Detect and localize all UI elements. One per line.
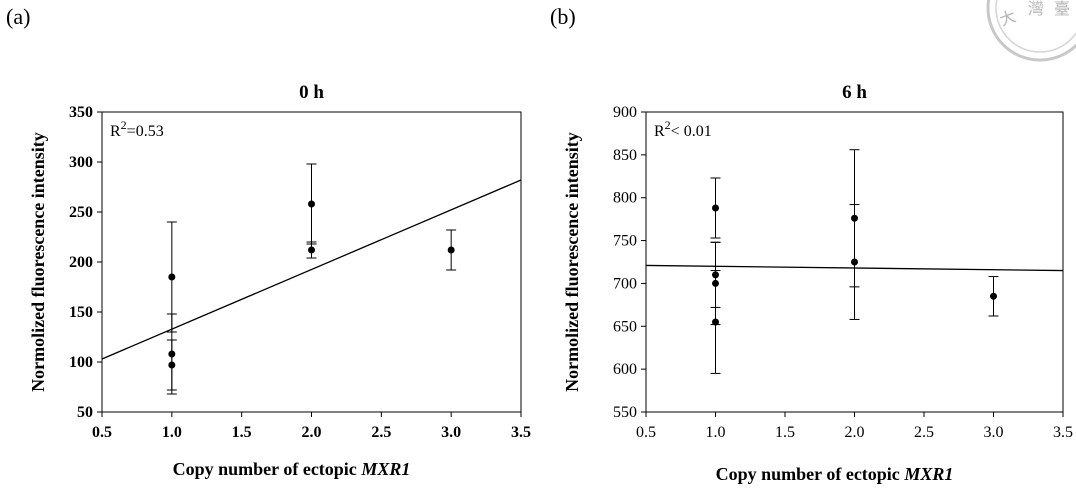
r-squared-sup: 2 [121,118,127,132]
x-tick-label: 3.5 [511,424,531,441]
r-squared-annotation: R2< 0.01 [654,118,712,140]
x-tick-label: 3.5 [1053,424,1073,441]
x-axis-label: Copy number of ectopic MXR1 [716,464,954,484]
data-point [308,246,315,254]
y-tick-label: 850 [613,147,637,164]
data-point [851,214,858,222]
x-axis-label-text: Copy number of ectopic [716,464,905,484]
x-tick-label: 2.0 [302,424,322,441]
x-tick-label: 0.5 [92,424,112,441]
data-point [851,258,858,266]
r-squared-annotation: R2=0.53 [110,118,164,140]
x-axis-label-italic: MXR1 [903,464,953,484]
y-tick-label: 700 [613,275,637,292]
data-point [447,246,455,254]
chart-title: 0 h [299,82,324,103]
x-tick-label: 3.0 [984,424,1004,441]
y-tick-label: 750 [613,233,637,250]
y-tick-label: 550 [613,404,637,421]
y-axis-label: Normolized fluorescence intensity [562,132,582,392]
y-tick-label: 600 [613,361,637,378]
x-axis-label-text: Copy number of ectopic [173,459,362,479]
data-point [168,350,176,358]
r-squared-value: < 0.01 [671,123,712,140]
y-tick-label: 250 [69,204,93,221]
y-tick-label: 200 [69,254,93,271]
x-tick-label: 1.5 [232,424,252,441]
x-tick-label: 2.0 [845,424,865,441]
svg-text:臺: 臺 [1054,0,1070,18]
y-axis-label: Normolized fluorescence intensity [28,132,48,392]
seal-watermark: 大 灣 臺 [986,0,1076,62]
r-squared-base: R [654,123,665,140]
y-tick-label: 350 [69,104,93,121]
x-axis-label-italic: MXR1 [360,459,410,479]
x-tick-label: 1.0 [706,424,726,441]
x-tick-label: 1.0 [162,424,182,441]
r-squared-base: R [110,123,121,140]
chart-b: 6 h 550 600 650 700 750 800 850 900 0.5 1.0 1.5 2.0 2… [562,82,1073,484]
y-tick-label: 50 [77,404,93,421]
plot-area-border [101,111,522,413]
y-tick-label: 800 [613,190,637,207]
panel-label-b: (b) [550,4,576,29]
y-tick-label: 150 [69,304,93,321]
x-tick-label: 3.0 [441,424,461,441]
x-tick-label: 2.5 [914,424,934,441]
chart-a: 0 h 50 100 150 200 250 300 350 0.5 1.0 1.5 2.0 2.5 3.… [28,82,531,479]
r-squared-value: =0.53 [127,123,164,140]
svg-text:灣: 灣 [1028,0,1044,18]
data-point [990,292,997,300]
data-point [712,279,719,287]
y-tick-label: 300 [69,154,93,171]
data-point [712,318,719,326]
svg-text:大: 大 [997,6,1019,29]
y-tick-label: 100 [69,354,93,371]
r-squared-sup: 2 [665,118,671,132]
y-tick-label: 900 [613,104,637,121]
y-tick-label: 650 [613,318,637,335]
x-axis-label: Copy number of ectopic MXR1 [173,459,411,479]
data-point [712,271,719,279]
chart-title: 6 h [842,82,867,103]
data-point [168,273,176,281]
panel-label-a: (a) [6,4,31,29]
data-point [168,361,176,369]
x-tick-label: 1.5 [775,424,795,441]
data-point [712,204,719,212]
x-tick-label: 2.5 [371,424,391,441]
x-tick-label: 0.5 [636,424,656,441]
data-point [308,200,315,208]
